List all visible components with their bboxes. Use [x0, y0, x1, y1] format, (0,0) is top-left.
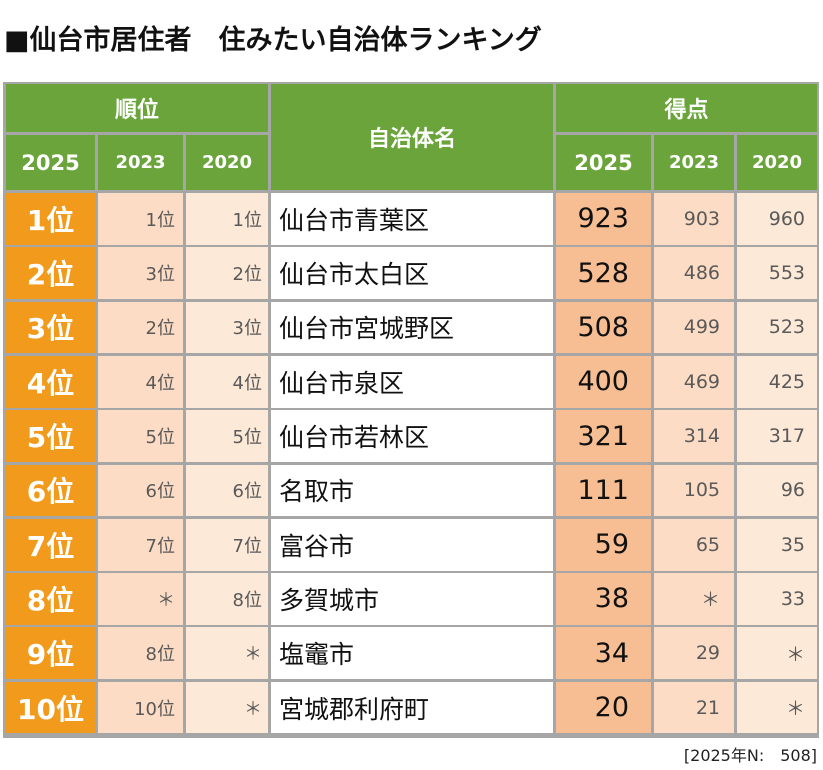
score-2025-cell: 321 [556, 410, 651, 462]
rank-2023-header: 2023 [98, 135, 183, 190]
sample-size-note: [2025年N: 508] [683, 746, 817, 765]
score-2020-cell: 553 [737, 247, 817, 300]
rank-group-header: 順位 [6, 84, 268, 132]
score-2023-cell: 29 [654, 627, 734, 680]
rank-2020-cell: 4位 [186, 355, 268, 408]
rank-2020-cell: 1位 [186, 193, 268, 245]
rank-2025-header: 2025 [6, 135, 95, 190]
score-2025-cell: 111 [556, 464, 651, 517]
rank-2023-cell: 4位 [98, 355, 183, 408]
score-2025-cell: 508 [556, 301, 651, 354]
rank-2025-cell: 4位 [6, 355, 95, 408]
score-2023-cell: ＊ [654, 573, 734, 625]
score-2025-cell: 38 [556, 573, 651, 625]
municipality-name-cell: 富谷市 [271, 518, 553, 571]
score-2023-cell: 469 [654, 355, 734, 408]
score-2020-header: 2020 [737, 135, 817, 190]
rank-2020-cell: 6位 [186, 464, 268, 517]
score-2023-cell: 105 [654, 464, 734, 517]
rank-2025-cell: 8位 [6, 573, 95, 625]
municipality-name-cell: 塩竈市 [271, 627, 553, 680]
municipality-name-cell: 仙台市太白区 [271, 247, 553, 300]
municipality-name-cell: 仙台市若林区 [271, 410, 553, 462]
rank-2023-cell: 2位 [98, 301, 183, 354]
rank-2023-cell: 10位 [98, 681, 183, 734]
score-2025-cell: 59 [556, 518, 651, 571]
score-2020-cell: ＊ [737, 627, 817, 680]
rank-2023-cell: 6位 [98, 464, 183, 517]
score-2025-cell: 923 [556, 193, 651, 245]
score-2020-cell: 96 [737, 464, 817, 517]
name-header: 自治体名 [271, 84, 553, 190]
score-2023-cell: 903 [654, 193, 734, 245]
score-2020-cell: 425 [737, 355, 817, 408]
score-group-header: 得点 [556, 84, 817, 132]
municipality-name-cell: 名取市 [271, 464, 553, 517]
score-2025-header: 2025 [556, 135, 651, 190]
rank-2020-cell: 8位 [186, 573, 268, 625]
score-2023-cell: 65 [654, 518, 734, 571]
score-2025-cell: 20 [556, 681, 651, 734]
score-2020-cell: 523 [737, 301, 817, 354]
rank-2025-cell: 7位 [6, 518, 95, 571]
municipality-name-cell: 仙台市宮城野区 [271, 301, 553, 354]
score-2023-header: 2023 [654, 135, 734, 190]
score-2023-cell: 21 [654, 681, 734, 734]
rank-2025-cell: 9位 [6, 627, 95, 680]
rank-2020-header: 2020 [186, 135, 268, 190]
rank-2020-cell: ＊ [186, 627, 268, 680]
score-2025-cell: 400 [556, 355, 651, 408]
rank-2025-cell: 2位 [6, 247, 95, 300]
rank-2023-cell: 8位 [98, 627, 183, 680]
score-2023-cell: 486 [654, 247, 734, 300]
score-2020-cell: ＊ [737, 681, 817, 734]
score-2020-cell: 960 [737, 193, 817, 245]
rank-2025-cell: 1位 [6, 193, 95, 245]
rank-2020-cell: 3位 [186, 301, 268, 354]
score-2023-cell: 499 [654, 301, 734, 354]
rank-2020-cell: ＊ [186, 681, 268, 734]
municipality-name-cell: 多賀城市 [271, 573, 553, 625]
rank-2020-cell: 7位 [186, 518, 268, 571]
rank-2025-cell: 5位 [6, 410, 95, 462]
ranking-table: 順位 自治体名 得点 2025 2023 2020 2025 2023 2020… [3, 82, 819, 738]
score-2025-cell: 528 [556, 247, 651, 300]
rank-2023-cell: 7位 [98, 518, 183, 571]
score-2020-cell: 33 [737, 573, 817, 625]
rank-2020-cell: 5位 [186, 410, 268, 462]
page-title: ■仙台市居住者 住みたい自治体ランキング [4, 25, 542, 56]
rank-2023-cell: 3位 [98, 247, 183, 300]
rank-2025-cell: 3位 [6, 301, 95, 354]
rank-2020-cell: 2位 [186, 247, 268, 300]
rank-2025-cell: 6位 [6, 464, 95, 517]
rank-2023-cell: 5位 [98, 410, 183, 462]
score-2020-cell: 317 [737, 410, 817, 462]
municipality-name-cell: 仙台市青葉区 [271, 193, 553, 245]
score-2020-cell: 35 [737, 518, 817, 571]
rank-2025-cell: 10位 [6, 681, 95, 734]
municipality-name-cell: 宮城郡利府町 [271, 681, 553, 734]
score-2023-cell: 314 [654, 410, 734, 462]
municipality-name-cell: 仙台市泉区 [271, 355, 553, 408]
score-2025-cell: 34 [556, 627, 651, 680]
rank-2023-cell: ＊ [98, 573, 183, 625]
rank-2023-cell: 1位 [98, 193, 183, 245]
